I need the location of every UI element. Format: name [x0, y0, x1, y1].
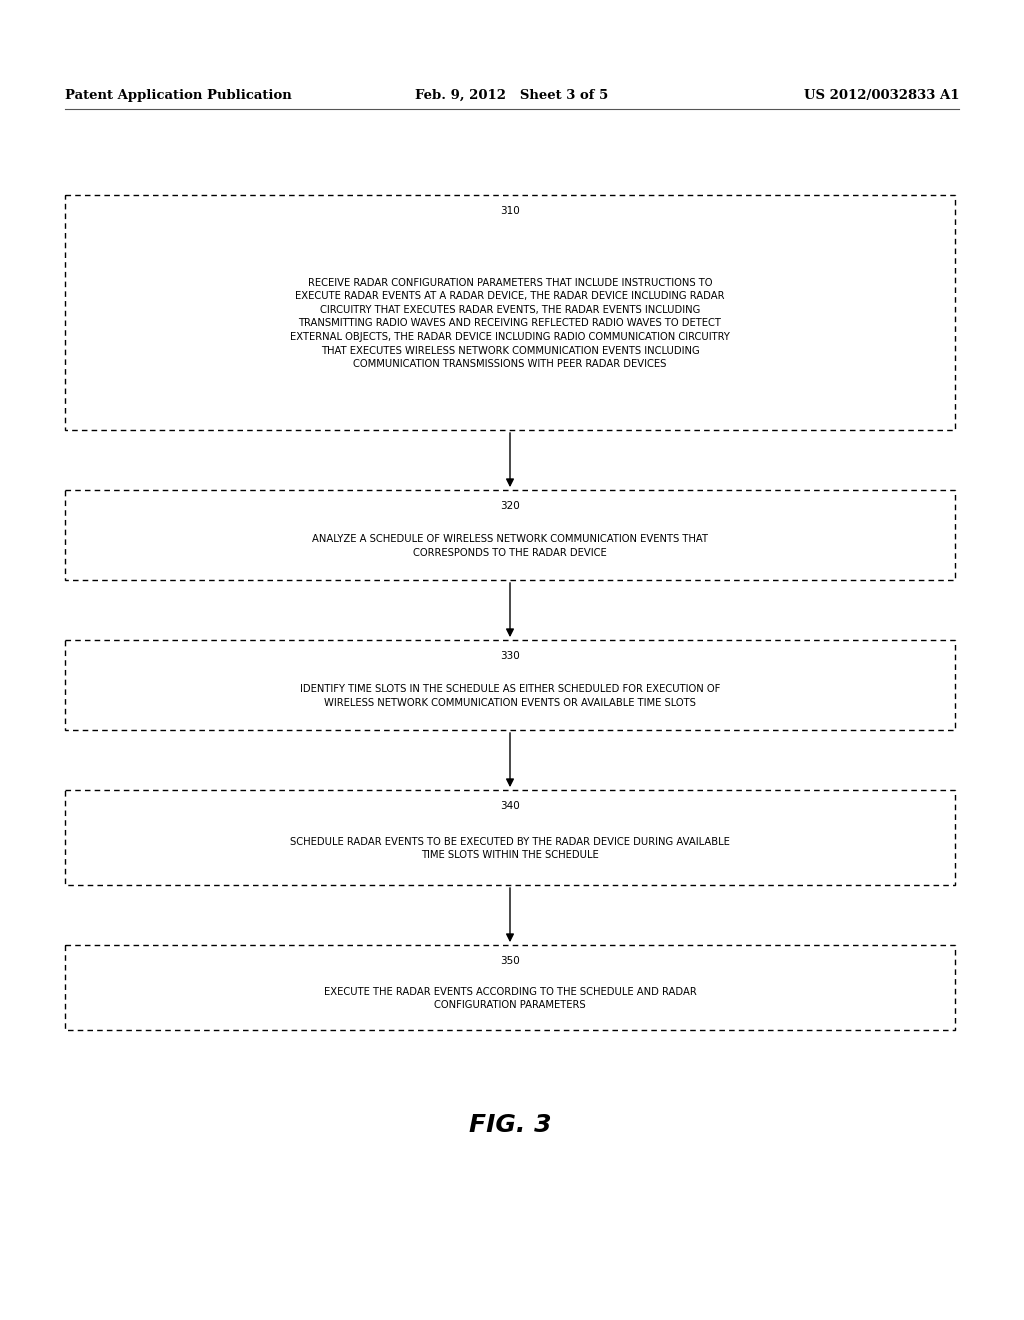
- Text: US 2012/0032833 A1: US 2012/0032833 A1: [804, 88, 959, 102]
- Text: 310: 310: [500, 206, 520, 216]
- Text: 350: 350: [500, 956, 520, 966]
- Bar: [65, 490, 955, 579]
- Text: EXECUTE THE RADAR EVENTS ACCORDING TO THE SCHEDULE AND RADAR
CONFIGURATION PARAM: EXECUTE THE RADAR EVENTS ACCORDING TO TH…: [324, 987, 696, 1010]
- Bar: [65, 945, 955, 1030]
- Text: ANALYZE A SCHEDULE OF WIRELESS NETWORK COMMUNICATION EVENTS THAT
CORRESPONDS TO : ANALYZE A SCHEDULE OF WIRELESS NETWORK C…: [312, 535, 708, 558]
- Text: 340: 340: [500, 801, 520, 810]
- Text: Feb. 9, 2012   Sheet 3 of 5: Feb. 9, 2012 Sheet 3 of 5: [416, 88, 608, 102]
- Text: IDENTIFY TIME SLOTS IN THE SCHEDULE AS EITHER SCHEDULED FOR EXECUTION OF
WIRELES: IDENTIFY TIME SLOTS IN THE SCHEDULE AS E…: [300, 684, 720, 708]
- Text: FIG. 3: FIG. 3: [469, 1113, 551, 1137]
- Text: SCHEDULE RADAR EVENTS TO BE EXECUTED BY THE RADAR DEVICE DURING AVAILABLE
TIME S: SCHEDULE RADAR EVENTS TO BE EXECUTED BY …: [290, 837, 730, 861]
- Text: RECEIVE RADAR CONFIGURATION PARAMETERS THAT INCLUDE INSTRUCTIONS TO
EXECUTE RADA: RECEIVE RADAR CONFIGURATION PARAMETERS T…: [290, 277, 730, 370]
- Bar: [65, 789, 955, 884]
- Bar: [65, 640, 955, 730]
- Text: Patent Application Publication: Patent Application Publication: [65, 88, 292, 102]
- Bar: [65, 195, 955, 430]
- Text: 320: 320: [500, 502, 520, 511]
- Text: 330: 330: [500, 651, 520, 661]
